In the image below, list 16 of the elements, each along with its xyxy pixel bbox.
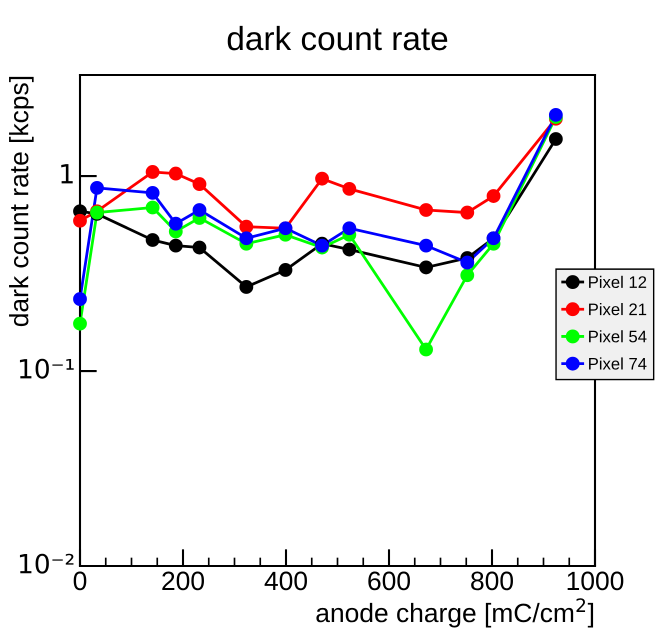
y-tick-label: 10⁻² [20, 554, 74, 574]
legend-label: Pixel 21 [589, 302, 646, 316]
x-tick-label: 600 [368, 572, 410, 590]
x-tick-label: 200 [162, 572, 204, 590]
y-tick-label: 10⁻¹ [20, 358, 74, 379]
legend-label: Pixel 74 [589, 357, 647, 370]
y-tick-label: 1 [61, 164, 73, 184]
x-tick-label: 1000 [568, 572, 624, 590]
x-tick-label: 800 [471, 572, 513, 590]
y-axis-title: dark count rate [kcps] [9, 76, 34, 326]
legend-label: Pixel 12 [589, 276, 646, 288]
x-tick-label: 400 [264, 572, 307, 590]
legend-label: Pixel 54 [589, 330, 647, 342]
chart-title: dark count rate [228, 26, 448, 50]
x-tick-label: 0 [74, 572, 86, 590]
x-axis-title: anode charge [mC/cm$^{2}$] [316, 598, 594, 628]
